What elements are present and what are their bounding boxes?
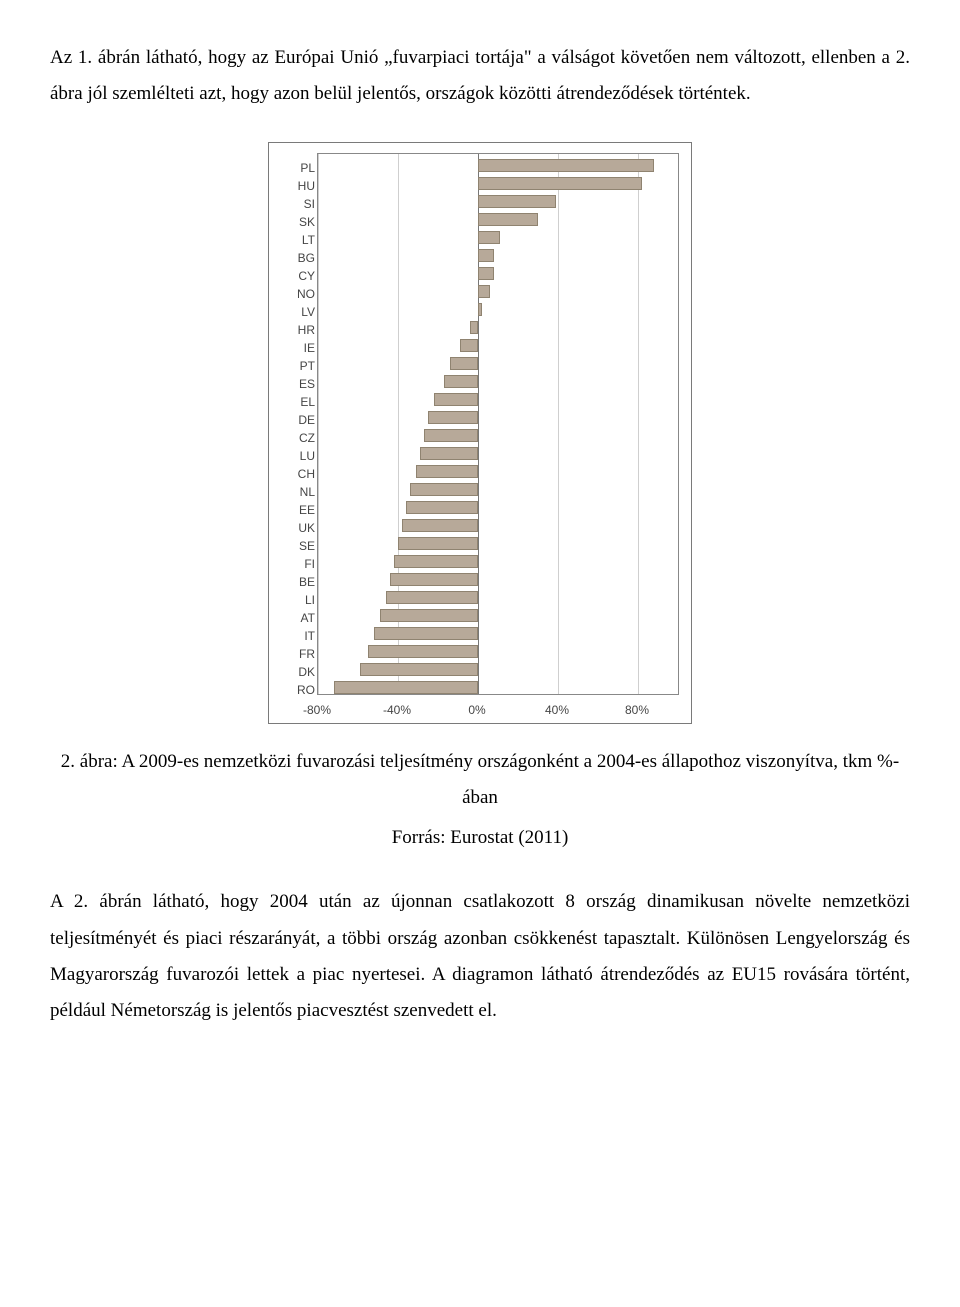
chart-x-label: -80% (303, 699, 331, 722)
chart-bar (478, 267, 494, 280)
chart-container: PLHUSISKLTBGCYNOLVHRIEPTESELDECZLUCHNLEE… (50, 142, 910, 724)
chart-bar (420, 447, 478, 460)
chart-bar (394, 555, 478, 568)
chart-bar (478, 285, 490, 298)
chart-x-label: -40% (383, 699, 411, 722)
chart-bar (434, 393, 478, 406)
figure-source: Forrás: Eurostat (2011) (50, 820, 910, 856)
chart-bar (478, 159, 654, 172)
chart-bar (478, 249, 494, 262)
chart-bar (360, 663, 478, 676)
chart-bar (450, 357, 478, 370)
paragraph-1: Az 1. ábrán látható, hogy az Európai Uni… (50, 40, 910, 112)
paragraph-2: A 2. ábrán látható, hogy 2004 után az új… (50, 884, 910, 1028)
chart-bar (386, 591, 478, 604)
chart-x-labels: -80%-40%0%40%80% (317, 699, 677, 717)
chart-bar (390, 573, 478, 586)
chart-bar (478, 213, 538, 226)
chart-x-label: 40% (545, 699, 569, 722)
chart-y-label: RO (297, 679, 315, 702)
chart-x-label: 0% (468, 699, 485, 722)
chart-bar (470, 321, 478, 334)
chart-bar (334, 681, 478, 694)
chart-bar (478, 195, 556, 208)
chart-bar (478, 303, 482, 316)
chart-bar (398, 537, 478, 550)
chart-bar (478, 177, 642, 190)
chart-bar (416, 465, 478, 478)
chart-bar (368, 645, 478, 658)
chart-bar (402, 519, 478, 532)
chart-bar (478, 231, 500, 244)
chart-bar (444, 375, 478, 388)
chart-gridline (638, 154, 639, 694)
chart-bar (406, 501, 478, 514)
chart-x-label: 80% (625, 699, 649, 722)
figure-caption: 2. ábra: A 2009-es nemzetközi fuvarozási… (50, 744, 910, 816)
chart-plot-area: PLHUSISKLTBGCYNOLVHRIEPTESELDECZLUCHNLEE… (317, 153, 677, 717)
chart-bar (374, 627, 478, 640)
chart-bar (410, 483, 478, 496)
chart-frame: PLHUSISKLTBGCYNOLVHRIEPTESELDECZLUCHNLEE… (268, 142, 692, 724)
chart-bar (424, 429, 478, 442)
chart-plot (317, 153, 679, 695)
chart-bar (460, 339, 478, 352)
chart-gridline (318, 154, 319, 694)
chart-gridline (558, 154, 559, 694)
chart-bar (380, 609, 478, 622)
chart-y-labels: PLHUSISKLTBGCYNOLVHRIEPTESELDECZLUCHNLEE… (283, 153, 315, 693)
chart-bar (428, 411, 478, 424)
